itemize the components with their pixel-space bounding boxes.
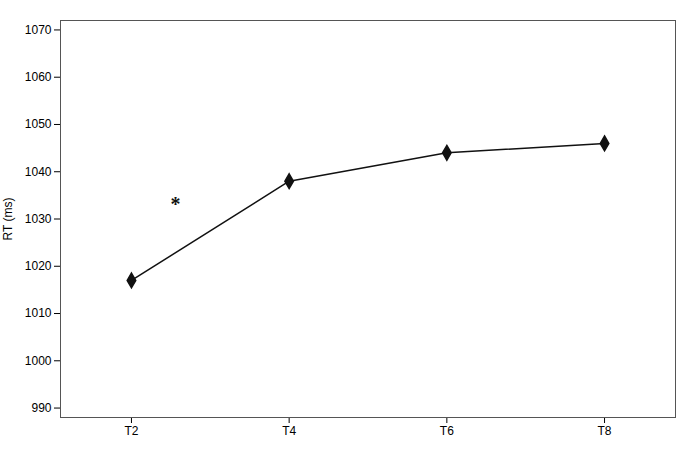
svg-text:1010: 1010: [25, 306, 52, 320]
svg-text:1020: 1020: [25, 259, 52, 273]
svg-text:T6: T6: [440, 424, 454, 438]
svg-text:1040: 1040: [25, 165, 52, 179]
svg-text:T4: T4: [282, 424, 296, 438]
svg-text:RT (ms): RT (ms): [1, 198, 15, 241]
svg-text:1050: 1050: [25, 117, 52, 131]
svg-text:1060: 1060: [25, 70, 52, 84]
svg-text:T8: T8: [598, 424, 612, 438]
svg-text:1030: 1030: [25, 212, 52, 226]
svg-text:1070: 1070: [25, 23, 52, 37]
svg-text:*: *: [171, 193, 181, 215]
svg-text:1000: 1000: [25, 354, 52, 368]
svg-text:990: 990: [31, 401, 51, 415]
svg-text:T2: T2: [124, 424, 138, 438]
